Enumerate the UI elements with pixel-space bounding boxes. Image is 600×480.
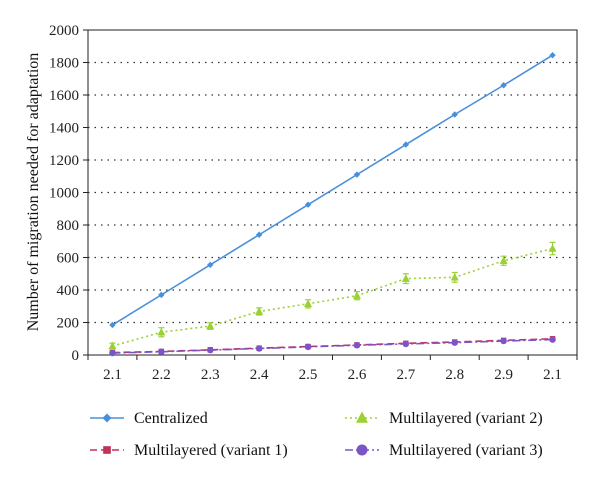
data-point [207, 261, 214, 269]
legend-marker [103, 446, 111, 454]
legend-label: Multilayered (variant 1) [134, 442, 288, 459]
data-point [500, 337, 507, 345]
series-3 [108, 241, 557, 350]
y-axis-title: Number of migration needed for adaptatio… [25, 53, 42, 332]
x-tick-label: 2.1 [103, 367, 122, 383]
y-tick-label: 1600 [49, 88, 79, 104]
data-point [549, 51, 556, 59]
data-point [353, 342, 361, 349]
data-point [255, 345, 263, 352]
legend-marker [356, 411, 368, 423]
legend-item: Multilayered (variant 3) [345, 442, 543, 459]
series-layer [108, 51, 557, 357]
data-point [353, 171, 361, 178]
y-tick-label: 600 [57, 251, 80, 267]
data-point [549, 336, 556, 343]
grid-layer [88, 61, 577, 324]
data-point [450, 272, 459, 281]
y-tick-label: 800 [57, 218, 80, 234]
y-tick-label: 1400 [49, 121, 79, 137]
legend-item: Multilayered (variant 1) [90, 442, 288, 459]
x-tick-label: 2.3 [201, 367, 220, 383]
x-tick-label: 2.7 [396, 367, 415, 383]
y-tick-label: 1000 [49, 186, 79, 202]
data-point [402, 340, 410, 348]
legend-marker [356, 444, 368, 456]
data-point [158, 291, 165, 299]
legend-marker [102, 413, 112, 423]
legend-layer: Centralized Multilayered (variant 1) Multi… [90, 410, 543, 459]
data-point [451, 339, 458, 346]
data-point [304, 299, 313, 308]
data-point [451, 111, 458, 118]
y-tick-label: 1800 [49, 56, 79, 72]
data-point [304, 201, 312, 208]
data-point [255, 231, 263, 238]
data-point [157, 327, 166, 336]
data-point [499, 256, 508, 264]
data-point [401, 274, 410, 282]
legend-label: Centralized [134, 410, 208, 427]
x-tick-label: 2.8 [445, 367, 464, 383]
series-line [112, 247, 553, 347]
y-tick-label: 200 [57, 316, 80, 332]
legend-item: Multilayered (variant 2) [345, 410, 543, 427]
data-point [109, 321, 116, 329]
legend-label: Multilayered (variant 2) [389, 410, 543, 427]
y-tick-label: 1200 [49, 153, 79, 169]
x-tick-label: 2.2 [152, 367, 171, 383]
data-point [108, 341, 117, 350]
series-1 [109, 51, 556, 329]
x-tick-label: 2.5 [299, 367, 318, 383]
legend-item: Centralized [90, 410, 208, 427]
y-tick-label: 0 [72, 348, 80, 364]
x-tick-label: 2.1 [543, 367, 562, 383]
data-point [352, 291, 361, 299]
data-point [206, 321, 215, 330]
legend-label: Multilayered (variant 3) [389, 442, 543, 459]
data-point [304, 343, 312, 351]
data-point [158, 348, 165, 355]
y-tick-label: 400 [57, 283, 80, 299]
series-line [112, 338, 553, 354]
y-tick-label: 2000 [49, 23, 79, 39]
data-point [207, 346, 214, 354]
data-point [500, 82, 507, 89]
data-point [255, 307, 264, 315]
series-line [112, 54, 553, 326]
axis-layer: 0 200 400 600 800 1000 1200 1400 1600 1800 2000 2.1… [49, 23, 578, 383]
x-tick-label: 2.4 [250, 367, 269, 383]
data-point [402, 141, 410, 148]
data-point [109, 349, 116, 357]
plot-frame [87, 29, 578, 356]
x-tick-label: 2.9 [494, 367, 513, 383]
data-point [548, 244, 557, 252]
x-tick-label: 2.6 [348, 367, 367, 383]
series-4 [109, 336, 556, 357]
